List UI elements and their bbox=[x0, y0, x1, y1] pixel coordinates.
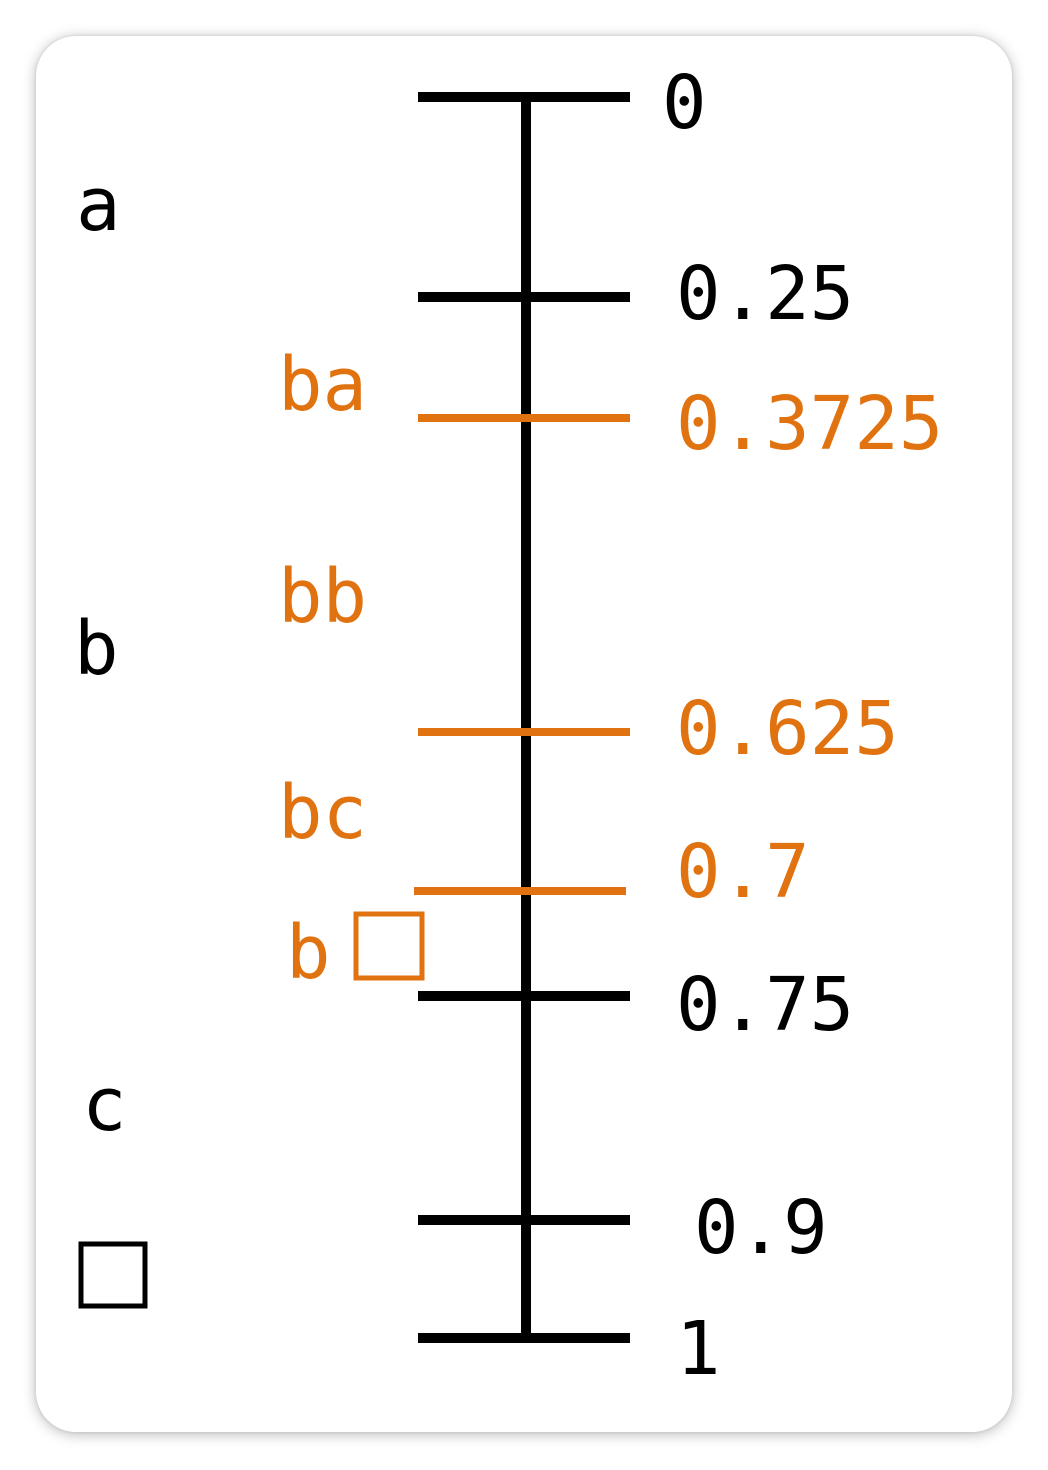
symbol-label-b: b bbox=[74, 606, 119, 692]
tick-label-0: 0 bbox=[662, 60, 707, 146]
ticks-layer bbox=[414, 92, 630, 1343]
tick-label-0-625: 0.625 bbox=[676, 686, 899, 772]
tick-label-0-25: 0.25 bbox=[676, 251, 854, 337]
sub-symbol-label-ba: ba bbox=[278, 342, 367, 428]
tick-label-0-7: 0.7 bbox=[676, 829, 810, 915]
tick-label-0-9: 0.9 bbox=[694, 1185, 828, 1271]
tick-label-0-3725: 0.3725 bbox=[676, 381, 943, 467]
symbol-label-c: c bbox=[82, 1062, 127, 1148]
tick-label-1: 1 bbox=[676, 1306, 721, 1392]
sub-symbol-label-bc: bc bbox=[278, 770, 367, 856]
tick-label-0-75: 0.75 bbox=[676, 962, 854, 1048]
sub-symbol-label-bb: bb bbox=[278, 554, 367, 640]
symbol-end-square bbox=[78, 1241, 148, 1309]
sub-symbol-label-b-end: b bbox=[286, 910, 331, 996]
sub-symbol-end-square bbox=[353, 911, 425, 981]
symbol-label-a: a bbox=[76, 162, 121, 248]
